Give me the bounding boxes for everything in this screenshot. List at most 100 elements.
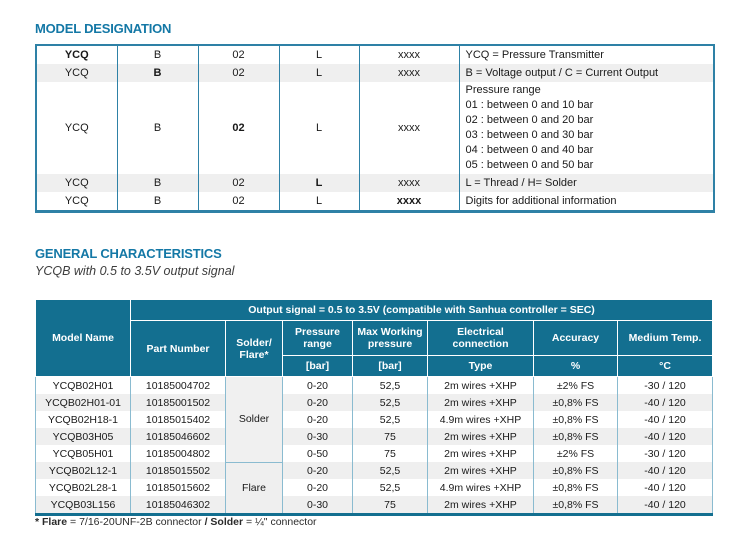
description-cell: L = Thread / H= Solder xyxy=(458,174,714,192)
description-line: L = Thread / H= Solder xyxy=(465,176,577,189)
code-cell: 02 xyxy=(197,174,279,192)
unit-accuracy-percent: % xyxy=(533,355,618,377)
description-line: Pressure range xyxy=(465,84,541,96)
unit-electrical-type: Type xyxy=(427,355,534,377)
part-number-cell: 10185046302 xyxy=(130,496,226,515)
model-name-cell: YCQB02L12-1 xyxy=(35,462,131,479)
code-cell: B xyxy=(116,64,198,82)
col-header-electrical-connection: Electrical connection xyxy=(427,320,534,356)
table-row: YCQB03H05 10185046602 0-30 75 2m wires +… xyxy=(35,428,714,445)
table-row: YCQB02H01 10185004702 Solder 0-20 52,5 2… xyxy=(35,376,714,462)
max-pressure-cell: 52,5 xyxy=(352,479,428,496)
model-row: YCQ B 02 L xxxx YCQ = Pressure Transmitt… xyxy=(36,45,714,64)
description-line: 01 : between 0 and 10 bar xyxy=(465,99,594,111)
medium-temp-cell: -30 / 120 xyxy=(616,445,714,462)
description-line: 03 : between 0 and 30 bar xyxy=(465,129,594,141)
max-pressure-cell: 75 xyxy=(352,445,428,462)
model-row: YCQ B 02 L xxxx L = Thread / H= Solder xyxy=(36,174,714,192)
medium-temp-cell: -40 / 120 xyxy=(616,496,714,515)
description-cell: B = Voltage output / C = Current Output xyxy=(458,64,714,82)
medium-temp-cell: -40 / 120 xyxy=(616,394,714,411)
code-cell: YCQ xyxy=(64,122,89,134)
description-line: 02 : between 0 and 20 bar xyxy=(465,114,594,126)
header-row-output-signal: Model Name Output signal = 0.5 to 3.5V (… xyxy=(35,299,714,377)
output-signal-subtitle: YCQB with 0.5 to 3.5V output signal xyxy=(35,264,235,278)
description-cell: Digits for additional information xyxy=(458,192,714,212)
accuracy-cell: ±2% FS xyxy=(533,445,618,462)
output-signal-value: = 0.5 to 3.5V xyxy=(318,304,380,316)
medium-temp-cell: -40 / 120 xyxy=(616,479,714,496)
pressure-range-cell: 0-20 xyxy=(282,376,353,394)
electrical-connection-cell: 2m wires +XHP xyxy=(427,394,534,411)
code-cell: xxxx xyxy=(358,174,459,192)
description-line: YCQ = Pressure Transmitter xyxy=(465,48,604,61)
part-number-cell: 10185015402 xyxy=(130,411,226,428)
code-cell: L xyxy=(278,174,359,192)
description-line: B = Voltage output / C = Current Output xyxy=(465,66,659,79)
code-cell: xxxx xyxy=(358,82,459,174)
part-number-cell: 10185046602 xyxy=(130,428,226,445)
model-name-cell: YCQB03L156 xyxy=(35,496,131,515)
electrical-connection-cell: 4.9m wires +XHP xyxy=(427,479,534,496)
col-header-solder-flare: Solder/ Flare* xyxy=(225,320,283,377)
output-signal-prefix: Output signal xyxy=(248,304,319,316)
part-number-cell: 10185004702 xyxy=(130,376,226,394)
part-number-cell: 10185015502 xyxy=(130,462,226,479)
pressure-range-cell: 0-20 xyxy=(282,411,353,428)
electrical-connection-cell: 2m wires +XHP xyxy=(427,496,534,515)
electrical-connection-cell: 4.9m wires +XHP xyxy=(427,411,534,428)
code-cell: L xyxy=(278,45,359,64)
model-designation-title: MODEL DESIGNATION xyxy=(35,21,172,36)
max-pressure-cell: 52,5 xyxy=(352,394,428,411)
description-cell: YCQ = Pressure Transmitter xyxy=(458,45,714,64)
unit-medium-temp-celsius: °C xyxy=(616,355,714,377)
code-cell: xxxx xyxy=(358,45,459,64)
table-row: YCQB02L28-1 10185015602 0-20 52,5 4.9m w… xyxy=(35,479,714,496)
code-cell: B xyxy=(116,45,198,64)
pressure-range-cell: 0-30 xyxy=(282,496,353,515)
col-header-model-name: Model Name xyxy=(35,299,131,377)
max-pressure-cell: 52,5 xyxy=(352,376,428,394)
accuracy-cell: ±0,8% FS xyxy=(533,394,618,411)
col-header-pressure-range: Pressure range xyxy=(282,320,353,356)
col-header-max-working-pressure: Max Working pressure xyxy=(352,320,428,356)
pressure-range-cell: 0-50 xyxy=(282,445,353,462)
pressure-range-cell: 0-30 xyxy=(282,428,353,445)
pressure-range-cell: 0-20 xyxy=(282,394,353,411)
electrical-connection-cell: 2m wires +XHP xyxy=(427,428,534,445)
footnote-solder-text: = ¼" connector xyxy=(243,516,317,528)
accuracy-cell: ±0,8% FS xyxy=(533,462,618,479)
table-row: YCQB02L12-1 10185015502 Flare 0-20 52,5 … xyxy=(35,461,714,515)
table-row: YCQB02H18-1 10185015402 0-20 52,5 4.9m w… xyxy=(35,411,714,428)
model-name-cell: YCQB02H18-1 xyxy=(35,411,131,428)
electrical-connection-cell: 2m wires +XHP xyxy=(427,462,534,479)
accuracy-cell: ±0,8% FS xyxy=(533,496,618,515)
col-header-part-number: Part Number xyxy=(130,320,226,377)
electrical-connection-cell: 2m wires +XHP xyxy=(427,376,534,394)
code-cell: B xyxy=(116,82,198,174)
accuracy-cell: ±0,8% FS xyxy=(533,411,618,428)
accuracy-cell: ±2% FS xyxy=(533,376,618,394)
part-number-cell: 10185004802 xyxy=(130,445,226,462)
description-line: 04 : between 0 and 40 bar xyxy=(465,144,594,156)
description-cell: Pressure range 01 : between 0 and 10 bar… xyxy=(458,82,714,174)
header-row-columns: Part Number Solder/ Flare* Pressure rang… xyxy=(36,320,714,377)
description-line: Digits for additional information xyxy=(465,194,617,207)
code-cell: B xyxy=(116,174,198,192)
code-cell: L xyxy=(278,82,359,174)
code-cell: 02 xyxy=(197,82,279,174)
table-row: YCQB02H01-01 10185001502 0-20 52,5 2m wi… xyxy=(35,394,714,411)
model-designation-table: YCQ B 02 L xxxx YCQ = Pressure Transmitt… xyxy=(35,44,715,213)
model-row: YCQ B 02 L xxxx Pressure range 01 : betw… xyxy=(36,82,714,174)
code-cell: xxxx xyxy=(358,64,459,82)
max-pressure-cell: 52,5 xyxy=(352,411,428,428)
code-cell: B xyxy=(116,192,198,212)
table-row: YCQB05H01 10185004802 0-50 75 2m wires +… xyxy=(35,445,714,462)
code-cell: xxxx xyxy=(358,192,459,212)
model-name-cell: YCQB03H05 xyxy=(35,428,131,445)
model-row: YCQ B 02 L xxxx Digits for additional in… xyxy=(36,192,714,212)
electrical-connection-cell: 2m wires +XHP xyxy=(427,445,534,462)
table-row: YCQB03L156 10185046302 0-30 75 2m wires … xyxy=(35,496,714,515)
max-pressure-cell: 75 xyxy=(352,496,428,515)
